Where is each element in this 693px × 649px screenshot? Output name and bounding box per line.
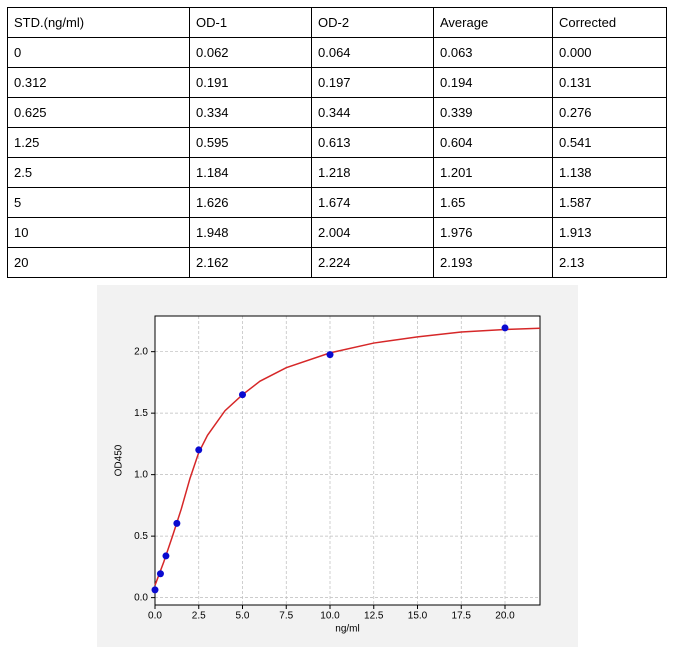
- table-cell: 0.604: [433, 127, 553, 158]
- table-cell: 20: [7, 247, 190, 278]
- table-cell: 0.064: [311, 37, 434, 68]
- table-cell: 5: [7, 187, 190, 218]
- y-tick-label: 0.0: [134, 592, 148, 603]
- table-cell: OD-1: [189, 7, 312, 38]
- x-tick-label: 2.5: [192, 611, 206, 622]
- table-cell: Average: [433, 7, 553, 38]
- table-cell: STD.(ng/ml): [7, 7, 190, 38]
- data-point: [173, 519, 181, 527]
- x-tick-label: 0.0: [148, 611, 162, 622]
- data-point: [156, 570, 164, 578]
- table-cell: 0.197: [311, 67, 434, 98]
- table-row: 5 1.626 1.674 1.65 1.587: [7, 187, 667, 218]
- plot-area: [155, 316, 540, 605]
- data-point: [501, 324, 509, 332]
- table-cell: 2.162: [189, 247, 312, 278]
- x-tick-label: 10.0: [320, 611, 340, 622]
- data-point: [151, 586, 159, 594]
- table-cell: 0.344: [311, 97, 434, 128]
- table-row: 10 1.948 2.004 1.976 1.913: [7, 217, 667, 248]
- y-tick-label: 0.5: [134, 531, 148, 542]
- table-cell: 1.65: [433, 187, 553, 218]
- y-tick-label: 1.0: [134, 469, 148, 480]
- table-row: 0 0.062 0.064 0.063 0.000: [7, 37, 667, 68]
- x-tick-label: 15.0: [408, 611, 428, 622]
- table-cell: 2.224: [311, 247, 434, 278]
- table-cell: Corrected: [552, 7, 667, 38]
- data-point: [195, 446, 203, 454]
- x-axis-label: ng/ml: [335, 624, 359, 635]
- x-tick-label: 5.0: [236, 611, 250, 622]
- data-point: [162, 552, 170, 560]
- x-tick-label: 12.5: [364, 611, 384, 622]
- table-cell: 0.062: [189, 37, 312, 68]
- y-axis-label: OD450: [114, 444, 125, 476]
- table-row: 0.625 0.334 0.344 0.339 0.276: [7, 97, 667, 128]
- table-cell: 0.339: [433, 97, 553, 128]
- table-cell: 0.595: [189, 127, 312, 158]
- table-cell: 1.184: [189, 157, 312, 188]
- data-table: STD.(ng/ml) OD-1 OD-2 Average Corrected 0 0.06…: [7, 7, 667, 278]
- axes-frame: [154, 315, 541, 606]
- table-cell: 1.138: [552, 157, 667, 188]
- table-cell: 2.13: [552, 247, 667, 278]
- table-cell: 2.004: [311, 217, 434, 248]
- table-row: STD.(ng/ml) OD-1 OD-2 Average Corrected: [7, 7, 667, 38]
- x-tick-label: 7.5: [279, 611, 293, 622]
- table-cell: 1.913: [552, 217, 667, 248]
- data-point: [326, 351, 334, 359]
- y-tick-label: 2.0: [134, 346, 148, 357]
- data-point: [239, 391, 246, 399]
- table-cell: 1.201: [433, 157, 553, 188]
- y-tick-label: 1.5: [134, 408, 148, 419]
- x-tick-label: 20.0: [495, 611, 515, 622]
- x-tick-label: 17.5: [452, 611, 472, 622]
- table-cell: 2.193: [433, 247, 553, 278]
- table-row: 20 2.162 2.224 2.193 2.13: [7, 247, 667, 278]
- table-cell: 0.194: [433, 67, 553, 98]
- table-cell: 0.625: [7, 97, 190, 128]
